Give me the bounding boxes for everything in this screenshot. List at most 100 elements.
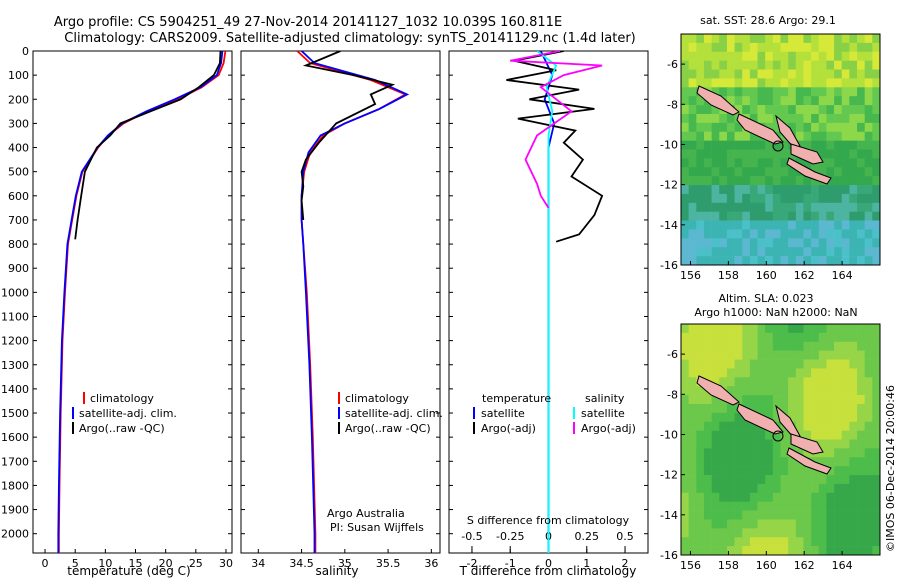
map-cell bbox=[703, 412, 712, 423]
map-cell bbox=[788, 185, 797, 195]
map-cell bbox=[795, 185, 804, 195]
map-cell bbox=[857, 475, 865, 485]
map-cell bbox=[734, 256, 743, 266]
map-cell bbox=[803, 421, 812, 431]
salinity-tick-label: 34 bbox=[251, 557, 265, 570]
sla-map-title-line1: Altim. SLA: 0.023 bbox=[718, 292, 813, 305]
map-cell bbox=[749, 167, 758, 177]
map-cell bbox=[818, 439, 827, 449]
map-cell bbox=[742, 78, 751, 88]
map-cell bbox=[765, 158, 774, 168]
map-cell bbox=[849, 122, 858, 133]
lon-tick-label: 160 bbox=[756, 559, 777, 572]
lon-tick-label: 162 bbox=[794, 269, 815, 282]
map-cell bbox=[872, 238, 881, 248]
map-cell bbox=[749, 220, 758, 230]
profile-lines bbox=[57, 51, 604, 553]
map-cell bbox=[795, 537, 804, 547]
map-cell bbox=[788, 229, 797, 239]
map-cell bbox=[719, 466, 728, 476]
map-cell bbox=[849, 430, 858, 440]
map-cell bbox=[826, 386, 835, 396]
map-cell bbox=[765, 60, 774, 70]
map-cell bbox=[772, 211, 781, 221]
map-cell bbox=[703, 211, 712, 221]
map-cell bbox=[864, 176, 873, 186]
map-cell bbox=[757, 519, 766, 529]
map-cell bbox=[688, 510, 697, 520]
map-cell bbox=[703, 247, 712, 257]
map-cell bbox=[849, 519, 858, 529]
map-cell bbox=[788, 483, 797, 494]
map-cell bbox=[711, 492, 720, 502]
map-cell bbox=[703, 395, 712, 405]
map-cell bbox=[780, 519, 789, 529]
island-shape bbox=[736, 403, 784, 435]
map-cell bbox=[765, 324, 774, 334]
map-cell bbox=[834, 220, 843, 230]
map-cell bbox=[681, 332, 689, 343]
t-diff-tick-label: -1 bbox=[505, 557, 516, 570]
map-cell bbox=[696, 332, 705, 343]
map-cell bbox=[772, 412, 781, 423]
map-cell bbox=[726, 466, 735, 476]
map-cell bbox=[857, 96, 865, 106]
map-cell bbox=[719, 193, 728, 204]
map-cell bbox=[757, 185, 766, 195]
map-cell bbox=[711, 185, 720, 195]
map-cell bbox=[841, 421, 850, 431]
map-cell bbox=[681, 193, 689, 204]
depth-tick-label: 800 bbox=[8, 238, 29, 251]
depth-tick-label: 1300 bbox=[1, 359, 29, 372]
map-cell bbox=[749, 421, 758, 431]
map-cell bbox=[841, 69, 850, 79]
map-cell bbox=[726, 211, 735, 221]
map-cell bbox=[757, 492, 766, 502]
map-cell bbox=[681, 131, 689, 141]
map-cell bbox=[765, 105, 774, 115]
map-cell bbox=[803, 546, 812, 556]
map-cell bbox=[872, 412, 881, 423]
map-cell bbox=[826, 185, 835, 195]
map-cell bbox=[834, 483, 843, 494]
map-cell bbox=[765, 377, 774, 387]
map-cell bbox=[696, 105, 705, 115]
map-cell bbox=[872, 247, 881, 257]
map-cell bbox=[711, 211, 720, 221]
map-cell bbox=[749, 386, 758, 396]
lat-tick-label: -8 bbox=[667, 388, 678, 401]
map-cell bbox=[772, 492, 781, 502]
map-cell bbox=[719, 211, 728, 221]
depth-tick-label: 400 bbox=[8, 142, 29, 155]
map-cell bbox=[795, 341, 804, 351]
map-cell bbox=[857, 377, 865, 387]
map-cell bbox=[688, 537, 697, 547]
map-cell bbox=[849, 492, 858, 502]
map-cell bbox=[849, 537, 858, 547]
map-cell bbox=[834, 386, 843, 396]
depth-tick-label: 1900 bbox=[1, 504, 29, 517]
map-cell bbox=[696, 412, 705, 423]
map-cell bbox=[726, 501, 735, 511]
map-cell bbox=[772, 368, 781, 378]
map-cell bbox=[872, 528, 881, 538]
map-cell bbox=[795, 220, 804, 230]
map-cell bbox=[857, 483, 865, 494]
map-cell bbox=[857, 546, 865, 556]
map-cell bbox=[765, 193, 774, 204]
map-cell bbox=[818, 34, 827, 44]
map-cell bbox=[749, 377, 758, 387]
map-cell bbox=[703, 122, 712, 133]
map-cell bbox=[688, 176, 697, 186]
map-cell bbox=[811, 51, 820, 61]
map-cell bbox=[734, 140, 743, 150]
map-cell bbox=[841, 341, 850, 351]
depth-tick-label: 0 bbox=[22, 45, 29, 58]
map-cell bbox=[818, 359, 827, 369]
map-cell bbox=[688, 359, 697, 369]
depth-tick-label: 600 bbox=[8, 190, 29, 203]
map-cell bbox=[857, 519, 865, 529]
map-cell bbox=[872, 457, 881, 467]
map-cell bbox=[841, 149, 850, 159]
map-cell bbox=[811, 87, 820, 97]
